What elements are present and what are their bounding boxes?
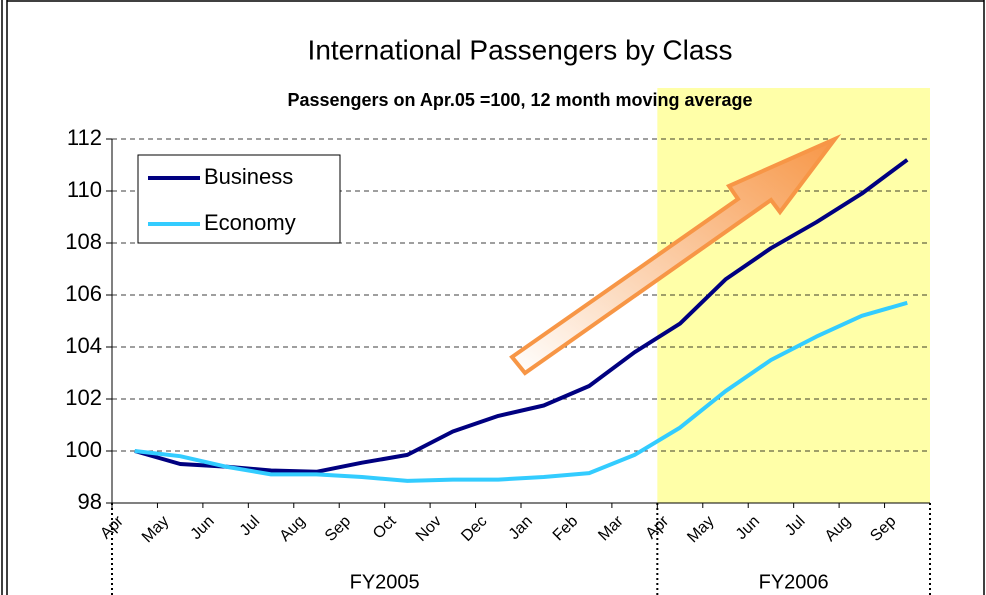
y-tick-label: 104 [65, 333, 102, 358]
chart-subtitle: Passengers on Apr.05 =100, 12 month movi… [287, 90, 752, 110]
y-tick-label: 110 [67, 177, 102, 202]
y-tick-label: 102 [65, 385, 102, 410]
highlight-region [657, 88, 930, 503]
group-label: FY2006 [759, 571, 829, 593]
trend-arrow [509, 134, 842, 376]
group-label: FY2005 [350, 571, 420, 593]
legend-label: Economy [204, 210, 296, 235]
legend-box [137, 154, 341, 244]
legend-label: Business [204, 164, 293, 189]
y-tick-label: 100 [65, 437, 102, 462]
y-tick-label: 98 [78, 489, 102, 514]
y-tick-label: 106 [65, 281, 102, 306]
y-tick-label: 108 [65, 229, 102, 254]
series-line [134, 158, 909, 474]
series-line [134, 300, 908, 483]
chart-title: International Passengers by Class [308, 34, 733, 65]
y-tick-label: 112 [67, 125, 102, 150]
